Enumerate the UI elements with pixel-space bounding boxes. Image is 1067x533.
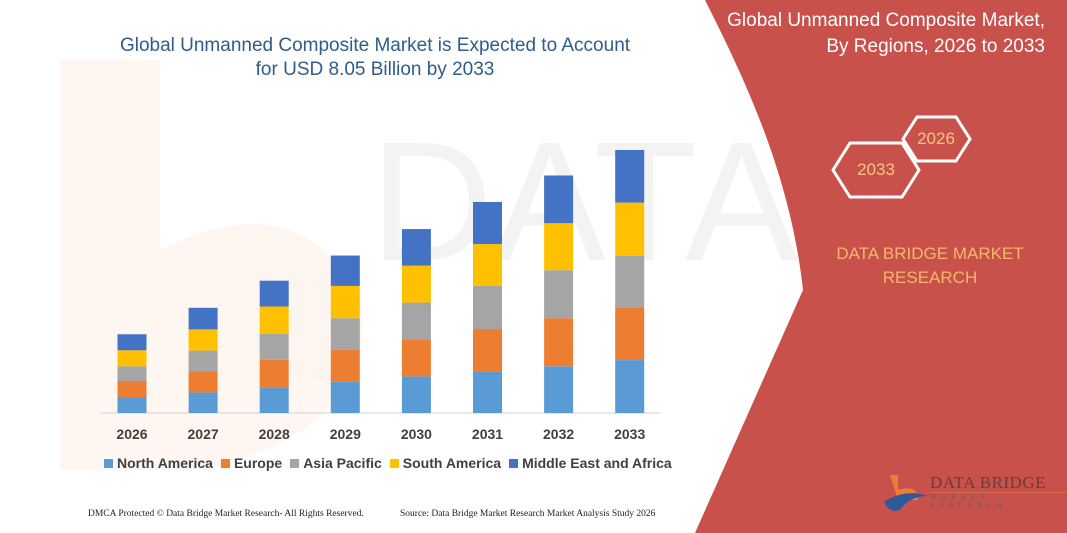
bar-segment-2029-north-america <box>330 381 360 413</box>
bar-segment-2026-asia-pacific <box>117 366 147 381</box>
x-tick-label: 2032 <box>543 426 575 442</box>
bar-segment-2030-europe <box>401 339 431 377</box>
side-title: Global Unmanned Composite Market, By Reg… <box>705 8 1045 60</box>
brand-text: DATA BRIDGE MARKET RESEARCH <box>820 242 1040 290</box>
brand-line-1: DATA BRIDGE MARKET <box>836 244 1024 263</box>
bar-segment-2030-middle-east-and-africa <box>401 229 431 266</box>
legend-item: Middle East and Africa <box>509 455 672 471</box>
x-tick-label: 2027 <box>187 426 219 442</box>
bar-segment-2030-north-america <box>401 376 431 413</box>
bar-segment-2027-middle-east-and-africa <box>188 307 218 330</box>
legend-label: Middle East and Africa <box>522 455 672 471</box>
legend-item: North America <box>104 455 213 471</box>
footer-source: Source: Data Bridge Market Research Mark… <box>400 509 656 519</box>
bar-segment-2029-europe <box>330 349 360 382</box>
bar-segment-2028-europe <box>259 359 289 388</box>
x-tick-label: 2030 <box>400 426 432 442</box>
bar-segment-2026-south-america <box>117 350 147 367</box>
bar-segment-2026-middle-east-and-africa <box>117 334 147 351</box>
footer-copyright: DMCA Protected © Data Bridge Market Rese… <box>88 509 364 519</box>
bar-segment-2026-europe <box>117 380 147 397</box>
bar-segment-2030-asia-pacific <box>401 302 431 340</box>
hex-label-2026: 2026 <box>917 129 955 148</box>
bar-segment-2032-middle-east-and-africa <box>544 175 574 224</box>
bar-segment-2033-south-america <box>615 202 645 256</box>
bar-segment-2028-south-america <box>259 306 289 334</box>
x-tick-label: 2031 <box>471 426 504 442</box>
logo-title: DATA BRIDGE <box>930 474 1067 493</box>
bar-segment-2033-europe <box>615 307 645 361</box>
logo-icon <box>884 475 928 511</box>
bar-segment-2027-south-america <box>188 329 218 351</box>
bar-segment-2033-north-america <box>615 360 645 413</box>
bar-segment-2032-europe <box>544 318 574 367</box>
chart-title: Global Unmanned Composite Market is Expe… <box>100 34 650 82</box>
side-title-line-1: Global Unmanned Composite Market, <box>727 10 1045 31</box>
bar-segment-2031-north-america <box>473 371 502 413</box>
legend: North America Europe Asia Pacific South Ame… <box>104 455 672 471</box>
bar-segment-2028-north-america <box>259 387 289 413</box>
side-title-line-2: By Regions, 2026 to 2033 <box>826 36 1045 57</box>
legend-swatch <box>290 458 300 468</box>
bar-segment-2031-asia-pacific <box>473 285 502 330</box>
bars <box>117 150 645 413</box>
bar-segment-2027-europe <box>188 371 218 393</box>
bar-segment-2031-south-america <box>473 244 502 286</box>
bar-segment-2029-asia-pacific <box>330 318 360 350</box>
legend-item: South America <box>389 455 502 471</box>
bar-segment-2029-middle-east-and-africa <box>330 255 360 286</box>
x-tick-label: 2033 <box>614 426 646 442</box>
x-tick-label: 2026 <box>116 426 148 442</box>
bar-segment-2027-asia-pacific <box>188 350 218 372</box>
bar-segment-2026-north-america <box>117 396 147 413</box>
legend-label: Asia Pacific <box>303 455 382 471</box>
x-tick-label: 2028 <box>258 426 290 442</box>
bar-segment-2032-north-america <box>544 366 574 413</box>
x-tick-label: 2029 <box>329 426 361 442</box>
legend-label: South America <box>402 455 502 471</box>
bar-segment-2031-middle-east-and-africa <box>473 201 502 245</box>
legend-label: Europe <box>233 455 283 471</box>
red-panel <box>695 0 1067 533</box>
legend-item: Asia Pacific <box>290 455 382 471</box>
bar-segment-2028-middle-east-and-africa <box>259 280 289 307</box>
bar-segment-2033-asia-pacific <box>615 255 645 308</box>
legend-label: North America <box>117 455 213 471</box>
hex-2026 <box>901 115 972 163</box>
hex-label-2033: 2033 <box>857 160 895 179</box>
legend-swatch <box>220 458 230 468</box>
logo-text: DATA BRIDGE MARKET RESEARCH <box>930 474 1067 509</box>
bar-segment-2031-europe <box>473 329 502 372</box>
bar-segment-2028-asia-pacific <box>259 333 289 360</box>
bar-segment-2029-south-america <box>330 285 360 319</box>
bar-segment-2032-south-america <box>544 223 574 271</box>
legend-swatch <box>104 458 113 468</box>
legend-swatch <box>509 458 519 468</box>
legend-item: Europe <box>220 455 283 471</box>
hex-2033 <box>831 141 921 199</box>
logo-subtitle: MARKET RESEARCH <box>930 493 1007 509</box>
bar-segment-2032-asia-pacific <box>544 270 574 319</box>
title-line-2: for USD 8.05 Billion by 2033 <box>255 59 495 80</box>
bar-segment-2027-north-america <box>188 392 218 413</box>
brand-line-2: RESEARCH <box>882 268 978 287</box>
bar-segment-2030-south-america <box>401 265 431 303</box>
bar-segment-2033-middle-east-and-africa <box>615 150 645 203</box>
title-line-1: Global Unmanned Composite Market is Expe… <box>119 35 631 56</box>
legend-swatch <box>389 458 399 468</box>
